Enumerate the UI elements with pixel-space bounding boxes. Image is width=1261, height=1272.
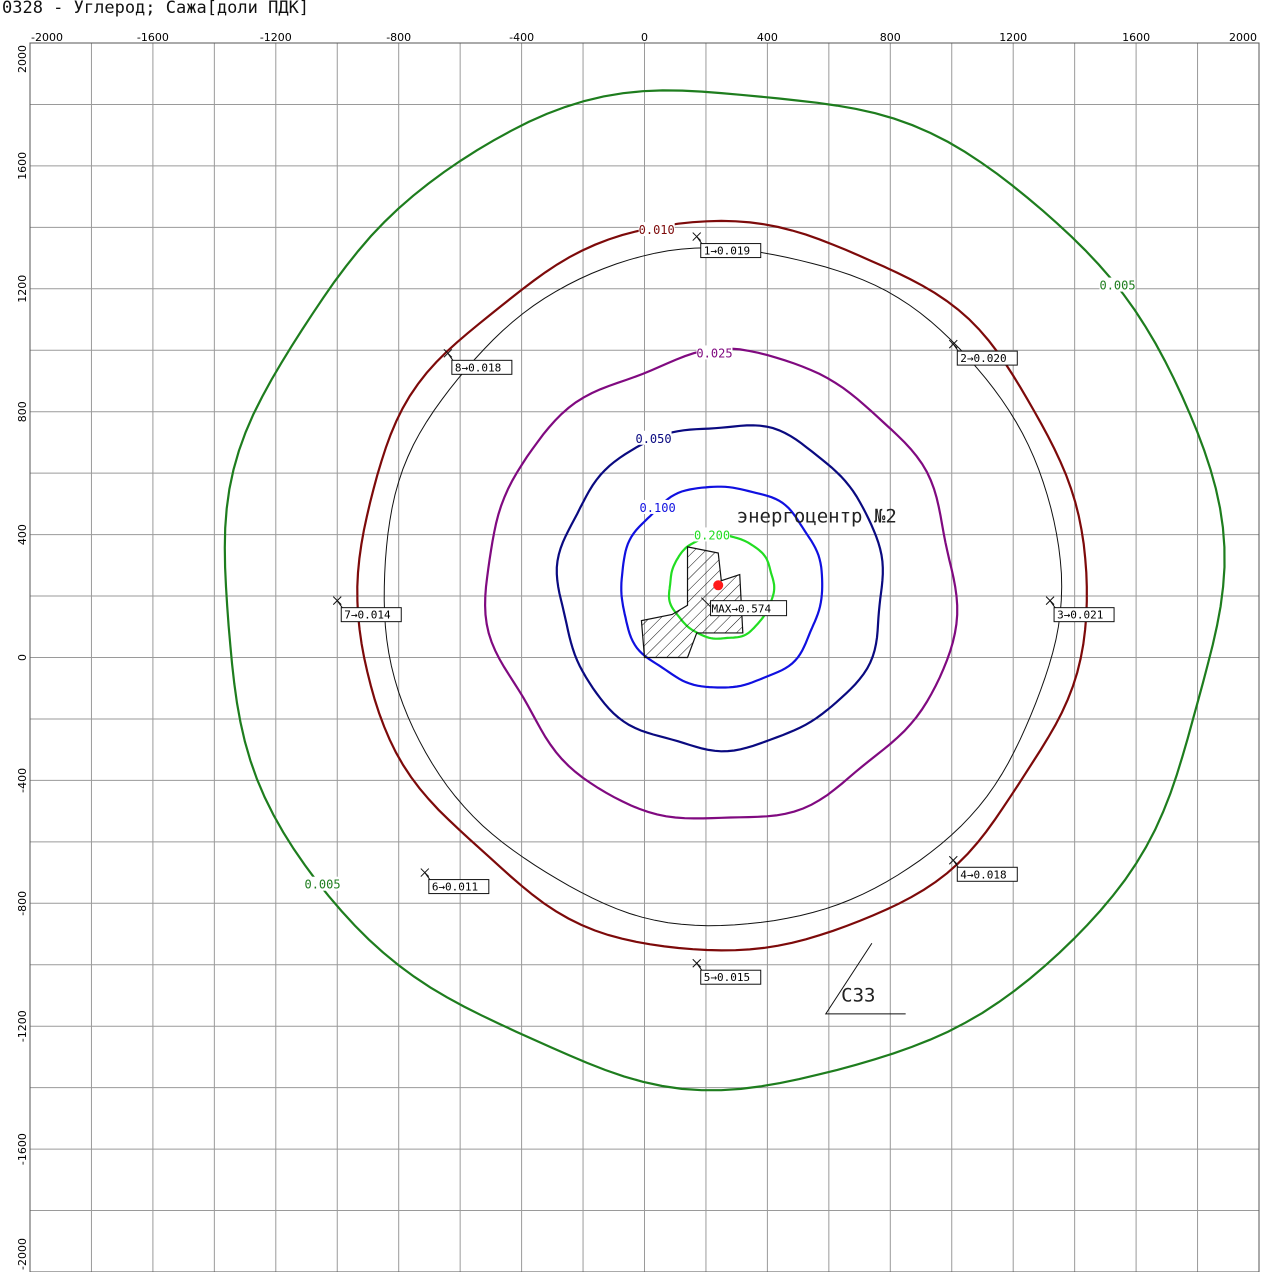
isoline-label: 0.010 bbox=[639, 223, 675, 237]
isoline-0.050 bbox=[555, 424, 884, 753]
control-point-leader bbox=[424, 872, 431, 880]
isoline-0.200 bbox=[667, 532, 776, 640]
site-label: энергоцентр №2 bbox=[737, 505, 897, 527]
max-point-box bbox=[710, 600, 788, 617]
isolines-group: 0.005 0.005 0.010 0.025 0.050 0.100 0.200 bbox=[223, 89, 1226, 1092]
site-building: энергоцентр №2 MAX→0.574 bbox=[640, 505, 897, 659]
control-point-label-7: 7→0.014 bbox=[344, 609, 391, 622]
isoline-label-bg bbox=[304, 876, 341, 891]
szz-boundary bbox=[383, 247, 1063, 927]
isoline-label: 0.005 bbox=[304, 878, 340, 892]
control-points-group: 1→0.019 2→0.020 3→0.021 4→0.018 5→0.015 6→0.0… bbox=[332, 232, 1115, 985]
control-point-label-3: 3→0.021 bbox=[1057, 609, 1103, 622]
x-tick-label: 400 bbox=[757, 31, 778, 44]
isoline-0.025 bbox=[483, 347, 959, 820]
x-axis-ticks: -2000 -1600 -1200 -800 -400 0 400 800 1200 1600 20… bbox=[31, 31, 1257, 44]
control-point-leader bbox=[336, 600, 343, 608]
isoline-label-bg bbox=[1099, 277, 1136, 292]
x-tick-label: -2000 bbox=[31, 31, 63, 44]
isoline-label: 0.005 bbox=[1099, 279, 1135, 293]
isoline-label: 0.025 bbox=[696, 346, 732, 360]
max-point-marker bbox=[713, 580, 724, 591]
isoline-label: 0.200 bbox=[694, 528, 730, 542]
control-point-label-5: 5→0.015 bbox=[704, 971, 750, 984]
max-point-cross bbox=[700, 597, 711, 608]
control-point-label-1: 1→0.019 bbox=[704, 245, 750, 258]
y-axis-ticks: 2000 1600 1200 800 400 0 -400 -800 -1200 -1600 -20… bbox=[16, 45, 29, 1270]
isoline-label-bg bbox=[639, 499, 676, 514]
y-tick-label: 0 bbox=[16, 654, 29, 661]
isoline-0.010 bbox=[356, 219, 1088, 952]
y-tick-label: -400 bbox=[16, 768, 29, 793]
control-point-leader bbox=[952, 859, 959, 868]
isoline-label-bg bbox=[635, 430, 672, 445]
y-tick-label: -2000 bbox=[16, 1238, 29, 1270]
x-tick-label: -800 bbox=[386, 31, 411, 44]
y-tick-label: -1600 bbox=[16, 1133, 29, 1165]
x-tick-label: -1600 bbox=[137, 31, 169, 44]
y-tick-label: -800 bbox=[16, 891, 29, 916]
x-tick-label: 1200 bbox=[999, 31, 1027, 44]
control-point-box bbox=[956, 866, 1018, 882]
isoline-label-bg bbox=[694, 527, 731, 542]
isoline-0.005 bbox=[223, 89, 1226, 1092]
y-tick-label: -1200 bbox=[16, 1010, 29, 1042]
isoline-label: 0.050 bbox=[635, 432, 671, 446]
x-tick-label: 800 bbox=[880, 31, 901, 44]
isoline-label-bg bbox=[638, 222, 675, 237]
map-title: 0328 - Углерод; Сажа[доли ПДК] bbox=[2, 0, 310, 18]
control-point-leader bbox=[952, 343, 959, 352]
x-tick-label: 0 bbox=[641, 31, 648, 44]
y-tick-label: 2000 bbox=[16, 45, 29, 73]
control-point-box bbox=[700, 969, 762, 985]
control-point-label-6: 6→0.011 bbox=[432, 881, 478, 894]
control-point-leader bbox=[696, 962, 703, 971]
control-point-box bbox=[451, 359, 513, 375]
coordinate-grid bbox=[29, 42, 1260, 1272]
control-point-box bbox=[428, 879, 490, 895]
sanitary-protection-zone: СЗЗ bbox=[383, 247, 1063, 1015]
y-tick-label: 400 bbox=[16, 524, 29, 545]
max-point-label: MAX→0.574 bbox=[711, 603, 771, 616]
control-point-leader bbox=[696, 236, 703, 244]
control-point-box bbox=[956, 350, 1018, 366]
map-frame bbox=[29, 42, 1260, 1272]
isoline-0.100 bbox=[620, 485, 824, 689]
x-tick-label: -400 bbox=[509, 31, 534, 44]
y-tick-label: 1200 bbox=[16, 275, 29, 303]
x-tick-label: 2000 bbox=[1229, 31, 1257, 44]
isoline-label: 0.100 bbox=[640, 501, 676, 515]
y-tick-label: 1600 bbox=[16, 152, 29, 180]
szz-label: СЗЗ bbox=[841, 985, 875, 1007]
control-point-label-4: 4→0.018 bbox=[960, 868, 1006, 881]
control-point-label-2: 2→0.020 bbox=[960, 352, 1006, 365]
control-point-box bbox=[700, 243, 762, 259]
x-tick-label: 1600 bbox=[1122, 31, 1150, 44]
control-point-box bbox=[340, 607, 402, 623]
control-point-leader bbox=[447, 353, 454, 361]
site-building-polygon bbox=[640, 546, 744, 659]
control-point-leader bbox=[1049, 600, 1056, 608]
control-point-box bbox=[1053, 607, 1115, 623]
control-point-label-8: 8→0.018 bbox=[455, 361, 501, 374]
isoline-label-bg bbox=[696, 345, 733, 360]
szz-leader-line bbox=[824, 942, 906, 1015]
y-tick-label: 800 bbox=[16, 401, 29, 422]
x-tick-label: -1200 bbox=[260, 31, 292, 44]
